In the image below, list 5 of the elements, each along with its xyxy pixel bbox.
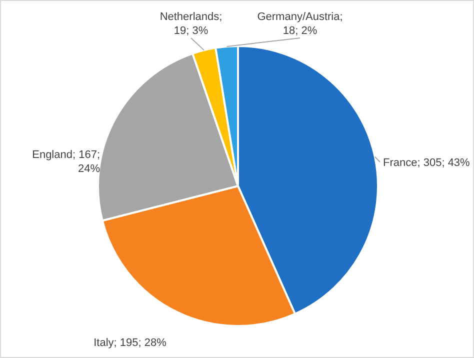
slice-label: Netherlands; 19; 3% [160, 11, 222, 37]
slice-label: England; 167; 24% [32, 149, 100, 175]
slice-label: Germany/Austria; 18; 2% [257, 11, 343, 37]
slice-label: France; 305; 43% [383, 157, 470, 169]
slice-label: Italy; 195; 28% [94, 337, 167, 349]
